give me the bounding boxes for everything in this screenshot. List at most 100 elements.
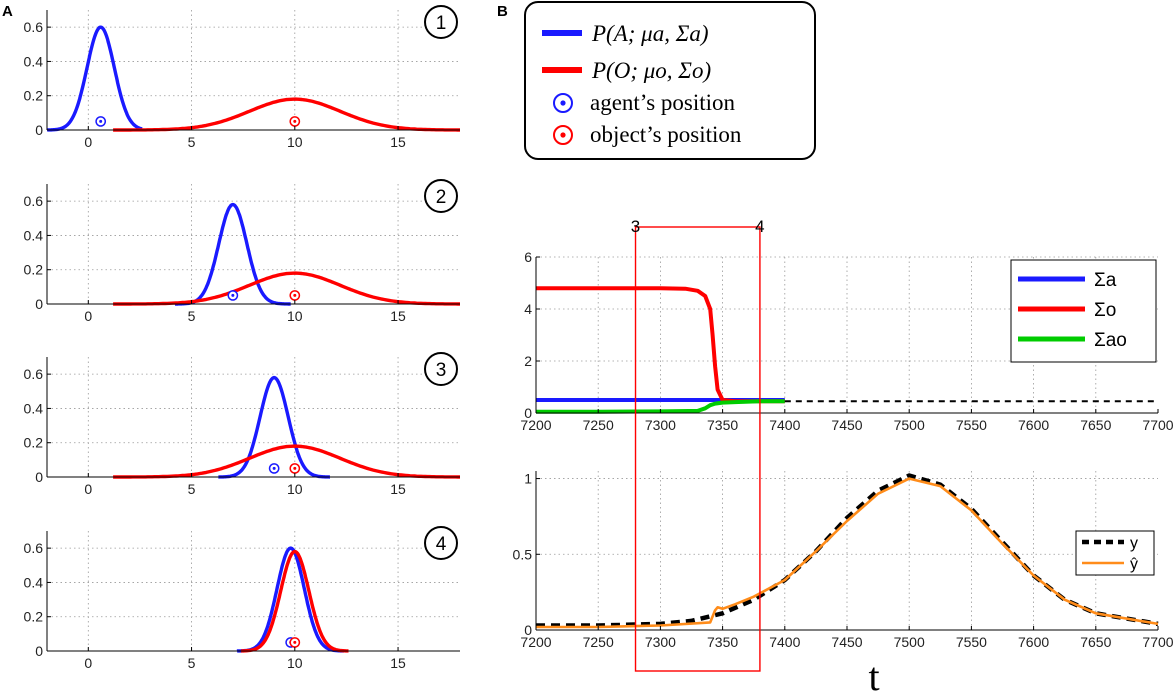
- y-tick-label: 0.4: [24, 574, 44, 590]
- x-tick-label: 7450: [831, 417, 862, 433]
- x-tick-label: 0: [84, 308, 92, 324]
- y-tick-label: 0.4: [24, 227, 44, 243]
- y-tick-label: 4: [524, 301, 532, 317]
- series-line-p-a-a-a-: [235, 546, 346, 653]
- x-tick-label: 15: [390, 134, 406, 150]
- position-marker-dot: [293, 293, 297, 297]
- legend-output-label: y: [1130, 535, 1138, 552]
- chart-a2: 0 5 10 15 0 0.2 0.4 0.6 2: [24, 179, 460, 324]
- step-badge: [424, 526, 458, 560]
- highlight-box: [634, 226, 761, 672]
- x-tick-label: 7550: [956, 634, 987, 650]
- y-tick-label: 0: [524, 405, 532, 421]
- step-badge: [424, 5, 458, 39]
- chart-b2: 7200 7250 7300 7350 7400 7450 7500 7550 7600 7650…: [513, 471, 1174, 650]
- x-tick-label: 7600: [1018, 417, 1049, 433]
- x-tick-label: 7700: [1142, 634, 1173, 650]
- y-tick-label: 0.6: [24, 366, 44, 382]
- legend-label-object-density: P(O; μo, Σo): [591, 58, 711, 83]
- x-tick-label: 0: [84, 134, 92, 150]
- y-tick-label: 0.2: [24, 609, 44, 625]
- x-tick-label: 7200: [520, 634, 551, 650]
- legend-output-frame: [1075, 530, 1155, 576]
- x-tick-label: 15: [390, 308, 406, 324]
- panel-label-b: B: [497, 3, 508, 20]
- legend-marker-object-dot: [560, 132, 566, 138]
- legend-label-agent-position: agent’s position: [590, 90, 736, 115]
- x-tick-label: 7650: [1080, 417, 1111, 433]
- x-tick-label: 0: [84, 655, 92, 671]
- x-tick-label: 5: [188, 481, 196, 497]
- y-tick-label: 1: [524, 471, 532, 487]
- x-tick-label: 7400: [769, 634, 800, 650]
- legend-output: yŷ: [1075, 530, 1155, 576]
- y-tick-label: 0.2: [24, 435, 44, 451]
- position-marker-dot: [293, 119, 297, 123]
- series-line-p-o-o-o-: [113, 444, 460, 479]
- position-marker-dot: [293, 640, 297, 644]
- chart-a3: 0 5 10 15 0 0.2 0.4 0.6 3: [24, 352, 460, 497]
- x-tick-label: 5: [188, 308, 196, 324]
- x-tick-label: 7350: [707, 417, 738, 433]
- legend-sigma-label: Σo: [1094, 300, 1116, 321]
- y-tick-label: 0.6: [24, 540, 44, 556]
- y-tick-label: 0: [35, 296, 43, 312]
- legend-marker-agent-dot: [560, 100, 566, 106]
- y-tick-label: 0.4: [24, 53, 44, 69]
- y-tick-label: 0: [35, 643, 43, 659]
- highlight-label-right: 4: [755, 217, 764, 236]
- x-tick-label: 7500: [894, 417, 925, 433]
- step-number: 4: [436, 534, 447, 555]
- position-marker-dot: [231, 293, 235, 297]
- x-tick-label: 15: [390, 655, 406, 671]
- x-tick-label: 7600: [1018, 634, 1049, 650]
- x-tick-label: 7700: [1142, 417, 1173, 433]
- x-tick-label: 10: [287, 134, 303, 150]
- y-tick-label: 0: [35, 469, 43, 485]
- x-tick-label: 5: [188, 134, 196, 150]
- legend-sigma-label: Σa: [1094, 270, 1117, 291]
- x-tick-label: 7450: [831, 634, 862, 650]
- x-tick-label: 5: [188, 655, 196, 671]
- x-tick-label: 7550: [956, 417, 987, 433]
- y-tick-label: 0.6: [24, 19, 44, 35]
- x-tick-label: 7300: [645, 417, 676, 433]
- x-tick-label: 7650: [1080, 634, 1111, 650]
- legend-sigma: Σa Σo Σao: [1010, 259, 1157, 363]
- step-badge: [424, 352, 458, 386]
- x-tick-label: 10: [287, 655, 303, 671]
- y-tick-label: 0.2: [24, 262, 44, 278]
- legend-label-agent-density: P(A; μa, Σa): [591, 21, 709, 46]
- step-badge: [424, 179, 458, 213]
- x-tick-label: 7200: [520, 417, 551, 433]
- series-line-p-o-o-o-: [113, 271, 460, 306]
- x-tick-label: 7250: [583, 634, 614, 650]
- x-tick-label: 7400: [769, 417, 800, 433]
- legend-marker-agent: [553, 93, 573, 113]
- x-tick-label: 10: [287, 308, 303, 324]
- x-tick-label: 7350: [707, 634, 738, 650]
- chart-a1: 0 5 10 15 0 0.2 0.4 0.6 1: [24, 5, 460, 150]
- x-tick-label: 10: [287, 481, 303, 497]
- position-marker-dot: [293, 466, 297, 470]
- x-tick-label: 15: [390, 481, 406, 497]
- y-tick-label: 2: [524, 353, 532, 369]
- y-tick-label: 0.6: [24, 193, 44, 209]
- legend-top-frame: [524, 1, 816, 160]
- legend-output-label: ŷ: [1130, 556, 1138, 573]
- y-tick-label: 0.4: [24, 400, 44, 416]
- panel-label-a: A: [2, 3, 13, 20]
- x-tick-label: 7300: [645, 634, 676, 650]
- y-tick-label: 0: [35, 122, 43, 138]
- y-tick-label: 6: [524, 249, 532, 265]
- x-axis-label: t: [868, 654, 879, 697]
- highlight-window: 3 4: [631, 217, 765, 672]
- series-line--: [536, 477, 1159, 629]
- step-number: 3: [436, 360, 447, 381]
- legend-marker-object: [553, 125, 573, 145]
- x-tick-label: 7250: [583, 417, 614, 433]
- series-line-p-a-a-a-: [174, 202, 292, 306]
- legend-top: P(A; μa, Σa) P(O; μo, Σo) agent’s positi…: [524, 1, 816, 160]
